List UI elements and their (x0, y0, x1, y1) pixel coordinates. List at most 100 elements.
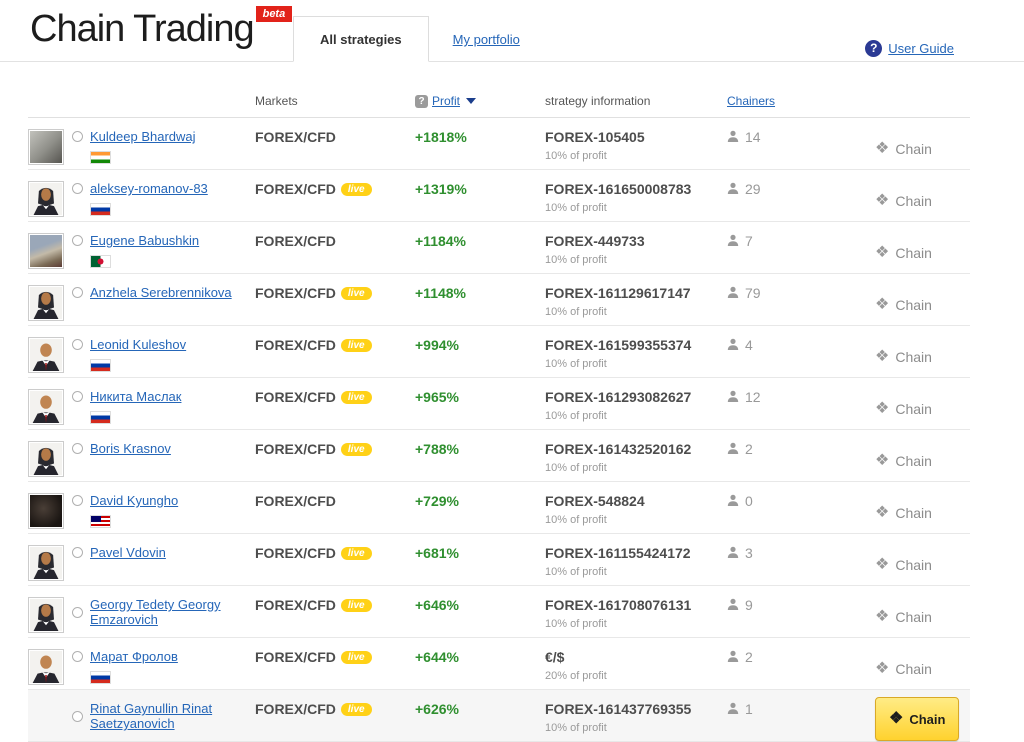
person-icon (727, 390, 739, 402)
markets-label: FOREX/CFD (255, 493, 336, 509)
chainers-cell: 7 (727, 233, 875, 273)
profit-value: +646% (415, 597, 459, 613)
select-radio[interactable] (72, 339, 83, 350)
person-icon (727, 338, 739, 350)
chainers-cell: 0 (727, 493, 875, 533)
chain-action[interactable]: ❖ Chain (875, 129, 932, 169)
caret-down-icon[interactable] (466, 98, 477, 104)
chain-action[interactable]: ❖ Chain (875, 233, 932, 273)
chain-action[interactable]: ❖ Chain (875, 441, 932, 481)
trader-name-link[interactable]: Марат Фролов (90, 649, 178, 664)
chainers-count: 12 (745, 389, 761, 405)
table-row: Kuldeep Bhardwaj FOREX/CFD +1818% FOREX-… (28, 118, 970, 170)
select-radio[interactable] (72, 495, 83, 506)
chain-links-icon: ❖ (875, 504, 890, 521)
live-badge: live (340, 287, 372, 300)
chainers-sort-link[interactable]: Chainers (727, 94, 776, 108)
markets-label: FOREX/CFD (255, 389, 336, 405)
trader-name-link[interactable]: Leonid Kuleshov (90, 337, 187, 352)
select-radio[interactable] (72, 710, 83, 722)
table-row: Марат Фролов FOREX/CFD live +644% €/$ 20%… (28, 638, 970, 690)
select-radio[interactable] (72, 287, 83, 298)
markets-cell: FOREX/CFD live (255, 701, 415, 741)
strategy-cell: FOREX-548824 10% of profit (545, 493, 727, 533)
chain-action[interactable]: ❖ Chain (875, 285, 932, 325)
trader-name-link[interactable]: aleksey-romanov-83 (90, 181, 208, 196)
select-radio[interactable] (72, 235, 83, 246)
profit-sort-link[interactable]: Profit (432, 94, 461, 108)
markets-cell: FOREX/CFD live (255, 181, 415, 221)
chainers-cell: 3 (727, 545, 875, 585)
profit-value: +626% (415, 701, 459, 717)
strategy-share: 10% of profit (545, 410, 607, 422)
trader-name-link[interactable]: Georgy Tedety Georgy Emzarovich (90, 597, 221, 627)
trader-name-link[interactable]: Anzhela Serebrennikova (90, 285, 232, 300)
strategy-cell: FOREX-161432520162 10% of profit (545, 441, 727, 481)
chain-action[interactable]: ❖ Chain (875, 649, 932, 689)
strategy-name: FOREX-161708076131 (545, 597, 692, 613)
chain-links-icon: ❖ (875, 140, 890, 157)
beta-badge: beta (255, 6, 293, 22)
country-flag-icon (90, 671, 111, 684)
tab-all-strategies[interactable]: All strategies (293, 16, 429, 62)
trader-name-link[interactable]: Boris Krasnov (90, 441, 171, 456)
chain-label: Chain (895, 141, 932, 157)
profit-value: +1184% (415, 233, 466, 249)
markets-cell: FOREX/CFD live (255, 649, 415, 689)
chain-action[interactable]: ❖ Chain (875, 545, 932, 585)
chainers-count: 79 (745, 285, 761, 301)
chainers-cell: 79 (727, 285, 875, 325)
table-row: Leonid Kuleshov FOREX/CFD live +994% FORE… (28, 326, 970, 378)
trader-cell: Kuldeep Bhardwaj (28, 129, 255, 169)
trader-name-link[interactable]: Pavel Vdovin (90, 545, 166, 560)
strategy-share: 10% of profit (545, 566, 607, 578)
strategy-name: FOREX-161293082627 (545, 389, 692, 405)
chain-action[interactable]: ❖ Chain (875, 493, 932, 533)
chainers-count: 3 (745, 545, 753, 561)
trader-name-link[interactable]: Kuldeep Bhardwaj (90, 129, 196, 144)
strategy-name: FOREX-161155424172 (545, 545, 691, 561)
chain-action[interactable]: ❖ Chain (875, 597, 932, 637)
select-radio[interactable] (72, 651, 83, 662)
select-radio[interactable] (72, 443, 83, 454)
user-guide-link[interactable]: User Guide (888, 41, 954, 56)
select-radio[interactable] (72, 183, 83, 194)
select-radio[interactable] (72, 131, 83, 142)
avatar (28, 181, 64, 217)
markets-label: FOREX/CFD (255, 337, 336, 353)
top-bar: Chain Trading beta All strategies My port… (0, 0, 1024, 62)
trader-name-link[interactable]: Rinat Gaynullin Rinat Saetzyanovich (90, 701, 213, 731)
markets-cell: FOREX/CFD (255, 493, 415, 533)
chainers-count: 2 (745, 649, 753, 665)
chain-action[interactable]: ❖ Chain (875, 181, 932, 221)
strategy-name: FOREX-105405 (545, 129, 645, 145)
live-badge: live (340, 547, 372, 560)
trader-cell: Марат Фролов (28, 649, 255, 689)
person-icon (727, 130, 739, 142)
page-title: Chain Trading (30, 8, 255, 50)
strategy-cell: FOREX-161129617147 10% of profit (545, 285, 727, 325)
chain-action[interactable]: ❖ Chain (875, 389, 932, 429)
country-flag-icon (90, 359, 111, 372)
chain-label: Chain (895, 245, 932, 261)
header-markets: Markets (255, 94, 298, 108)
strategy-share: 10% of profit (545, 150, 607, 162)
chain-links-icon: ❖ (875, 348, 890, 365)
trader-cell: Никита Маслак (28, 389, 255, 429)
live-badge: live (340, 339, 372, 352)
table-row: Anzhela Serebrennikova FOREX/CFD live +11… (28, 274, 970, 326)
select-radio[interactable] (72, 547, 83, 558)
chainers-count: 29 (745, 181, 761, 197)
trader-name-link[interactable]: David Kyungho (90, 493, 179, 508)
strategy-share: 10% of profit (545, 254, 607, 266)
select-radio[interactable] (72, 606, 83, 618)
trader-name-link[interactable]: Eugene Babushkin (90, 233, 200, 248)
trader-name-link[interactable]: Никита Маслак (90, 389, 182, 404)
chain-action[interactable]: ❖ Chain (875, 337, 932, 377)
chain-action[interactable]: ❖ Chain (875, 697, 960, 741)
person-icon (727, 234, 739, 246)
chain-links-icon: ❖ (875, 244, 890, 261)
tab-my-portfolio[interactable]: My portfolio (452, 32, 520, 47)
chain-links-icon: ❖ (875, 660, 890, 677)
select-radio[interactable] (72, 391, 83, 402)
